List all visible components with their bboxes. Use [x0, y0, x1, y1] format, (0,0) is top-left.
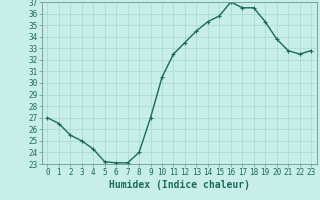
X-axis label: Humidex (Indice chaleur): Humidex (Indice chaleur) — [109, 180, 250, 190]
